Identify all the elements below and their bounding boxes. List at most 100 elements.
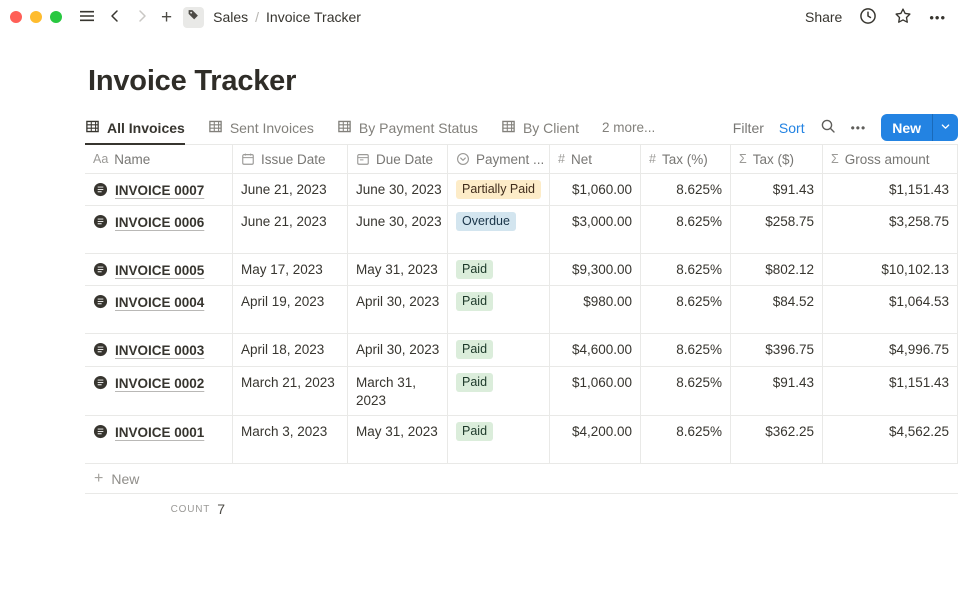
table-row[interactable]: INVOICE 0005 May 17, 2023 May 31, 2023 P… xyxy=(85,253,958,286)
column-header-name[interactable]: Aa Name xyxy=(85,145,233,173)
payment-status-cell[interactable]: Paid xyxy=(448,366,550,416)
payment-status-cell[interactable]: Overdue xyxy=(448,206,550,254)
issue-date-cell[interactable]: April 19, 2023 xyxy=(233,286,348,334)
zoom-window-button[interactable] xyxy=(50,11,62,23)
count-aggregate[interactable]: COUNT 7 xyxy=(85,494,233,524)
close-window-button[interactable] xyxy=(10,11,22,23)
tab-by-client[interactable]: By Client xyxy=(501,111,579,144)
column-header-issue-date[interactable]: Issue Date xyxy=(233,145,348,173)
updates-button[interactable] xyxy=(859,7,877,28)
net-cell[interactable]: $1,060.00 xyxy=(550,366,641,416)
new-dropdown-button[interactable] xyxy=(932,114,958,141)
tax-usd-cell[interactable]: $258.75 xyxy=(731,206,823,254)
tax-pct-cell[interactable]: 8.625% xyxy=(641,334,731,366)
tax-pct-cell[interactable]: 8.625% xyxy=(641,416,731,464)
column-header-gross-amount[interactable]: Σ Gross amount xyxy=(823,145,958,173)
count-value: 7 xyxy=(217,501,225,518)
issue-date-cell[interactable]: June 21, 2023 xyxy=(233,206,348,254)
gross-amount-cell[interactable]: $3,258.75 xyxy=(823,206,958,254)
table-row[interactable]: INVOICE 0002 March 21, 2023 March 31, 20… xyxy=(85,365,958,416)
due-date-cell[interactable]: June 30, 2023 xyxy=(348,206,448,254)
invoice-name-cell[interactable]: INVOICE 0001 xyxy=(85,416,233,464)
issue-date-cell[interactable]: June 21, 2023 xyxy=(233,174,348,206)
tab-all-invoices[interactable]: All Invoices xyxy=(85,111,185,145)
payment-status-cell[interactable]: Paid xyxy=(448,286,550,334)
gross-amount-cell[interactable]: $4,996.75 xyxy=(823,334,958,366)
column-header-tax-usd[interactable]: Σ Tax ($) xyxy=(731,145,823,173)
tax-usd-cell[interactable]: $802.12 xyxy=(731,254,823,286)
issue-date-cell[interactable]: April 18, 2023 xyxy=(233,334,348,366)
favorite-button[interactable] xyxy=(894,7,912,28)
payment-status-cell[interactable]: Paid xyxy=(448,254,550,286)
gross-amount-cell[interactable]: $4,562.25 xyxy=(823,416,958,464)
tab-sent-invoices[interactable]: Sent Invoices xyxy=(208,111,314,144)
column-header-payment-status[interactable]: Payment ... xyxy=(448,145,550,173)
tax-pct-cell[interactable]: 8.625% xyxy=(641,174,731,206)
due-date-cell[interactable]: March 31, 2023 xyxy=(348,366,448,416)
more-views-link[interactable]: 2 more... xyxy=(601,120,656,135)
net-cell[interactable]: $1,060.00 xyxy=(550,174,641,206)
invoice-name-cell[interactable]: INVOICE 0006 xyxy=(85,206,233,254)
breadcrumb-page[interactable]: Invoice Tracker xyxy=(266,9,361,25)
tax-usd-cell[interactable]: $396.75 xyxy=(731,334,823,366)
payment-status-cell[interactable]: Paid xyxy=(448,334,550,366)
new-row-button[interactable]: + New xyxy=(85,463,958,495)
payment-status-cell[interactable]: Paid xyxy=(448,416,550,464)
payment-status-cell[interactable]: Partially Paid xyxy=(448,174,550,206)
invoice-name-cell[interactable]: INVOICE 0007 xyxy=(85,174,233,206)
tax-pct-cell[interactable]: 8.625% xyxy=(641,254,731,286)
due-date-cell[interactable]: April 30, 2023 xyxy=(348,334,448,366)
issue-date-cell[interactable]: March 21, 2023 xyxy=(233,366,348,416)
sidebar-menu-button[interactable] xyxy=(78,7,96,28)
column-header-due-date[interactable]: Due Date xyxy=(348,145,448,173)
nav-forward-button[interactable] xyxy=(134,8,150,27)
table-row[interactable]: INVOICE 0004 April 19, 2023 April 30, 20… xyxy=(85,285,958,334)
due-date-cell[interactable]: April 30, 2023 xyxy=(348,286,448,334)
invoice-name-cell[interactable]: INVOICE 0003 xyxy=(85,334,233,366)
breadcrumb-workspace[interactable]: Sales xyxy=(213,9,249,25)
issue-date-cell[interactable]: March 3, 2023 xyxy=(233,416,348,464)
net-cell[interactable]: $4,600.00 xyxy=(550,334,641,366)
due-date-cell[interactable]: May 31, 2023 xyxy=(348,416,448,464)
due-date-cell[interactable]: May 31, 2023 xyxy=(348,254,448,286)
nav-back-button[interactable] xyxy=(107,8,123,27)
filter-button[interactable]: Filter xyxy=(733,120,764,136)
net-cell[interactable]: $4,200.00 xyxy=(550,416,641,464)
due-date-cell[interactable]: June 30, 2023 xyxy=(348,174,448,206)
table-row[interactable]: INVOICE 0001 March 3, 2023 May 31, 2023 … xyxy=(85,415,958,464)
table-row[interactable]: INVOICE 0007 June 21, 2023 June 30, 2023… xyxy=(85,173,958,206)
view-more-button[interactable]: ••• xyxy=(851,121,867,135)
table-row[interactable]: INVOICE 0006 June 21, 2023 June 30, 2023… xyxy=(85,205,958,254)
gross-amount-cell[interactable]: $1,151.43 xyxy=(823,366,958,416)
gross-amount-cell[interactable]: $10,102.13 xyxy=(823,254,958,286)
tax-usd-cell[interactable]: $91.43 xyxy=(731,366,823,416)
tax-pct-cell[interactable]: 8.625% xyxy=(641,206,731,254)
net-cell[interactable]: $3,000.00 xyxy=(550,206,641,254)
column-header-net[interactable]: # Net xyxy=(550,145,641,173)
net-cell[interactable]: $9,300.00 xyxy=(550,254,641,286)
invoice-name-cell[interactable]: INVOICE 0005 xyxy=(85,254,233,286)
new-button[interactable]: New xyxy=(881,114,932,141)
sort-button[interactable]: Sort xyxy=(779,120,805,136)
tax-pct-cell[interactable]: 8.625% xyxy=(641,366,731,416)
issue-date-cell[interactable]: May 17, 2023 xyxy=(233,254,348,286)
minimize-window-button[interactable] xyxy=(30,11,42,23)
column-header-tax-pct[interactable]: # Tax (%) xyxy=(641,145,731,173)
tax-pct-cell[interactable]: 8.625% xyxy=(641,286,731,334)
tab-by-payment-status[interactable]: By Payment Status xyxy=(337,111,478,144)
net-cell[interactable]: $980.00 xyxy=(550,286,641,334)
page-more-button[interactable]: ••• xyxy=(929,10,946,25)
add-page-button[interactable]: + xyxy=(161,8,172,27)
gross-amount-cell[interactable]: $1,151.43 xyxy=(823,174,958,206)
share-button[interactable]: Share xyxy=(805,9,842,25)
search-button[interactable] xyxy=(820,118,836,137)
tax-usd-cell[interactable]: $362.25 xyxy=(731,416,823,464)
invoice-name-cell[interactable]: INVOICE 0004 xyxy=(85,286,233,334)
gross-amount-cell[interactable]: $1,064.53 xyxy=(823,286,958,334)
page-emoji-box xyxy=(183,6,205,28)
tax-usd-cell[interactable]: $84.52 xyxy=(731,286,823,334)
column-label: Due Date xyxy=(376,151,434,167)
table-row[interactable]: INVOICE 0003 April 18, 2023 April 30, 20… xyxy=(85,333,958,366)
invoice-name-cell[interactable]: INVOICE 0002 xyxy=(85,366,233,416)
tax-usd-cell[interactable]: $91.43 xyxy=(731,174,823,206)
